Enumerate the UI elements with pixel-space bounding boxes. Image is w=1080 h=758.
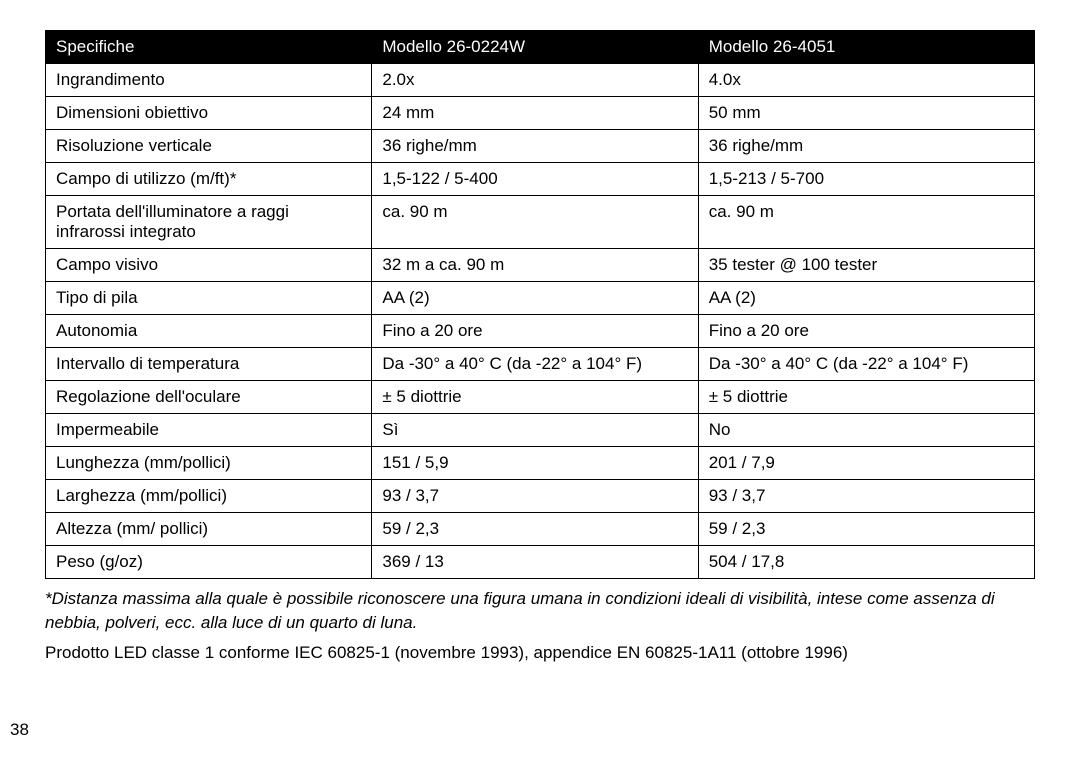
spec-value-cell: 201 / 7,9 (698, 447, 1034, 480)
spec-label-cell: Autonomia (46, 315, 372, 348)
spec-value-cell: 1,5-122 / 5-400 (372, 163, 698, 196)
table-row: Lunghezza (mm/pollici)151 / 5,9201 / 7,9 (46, 447, 1035, 480)
spec-value-cell: ca. 90 m (372, 196, 698, 249)
spec-value-cell: AA (2) (698, 282, 1034, 315)
header-specifiche: Specifiche (46, 31, 372, 64)
spec-value-cell: 32 m a ca. 90 m (372, 249, 698, 282)
spec-value-cell: 35 tester @ 100 tester (698, 249, 1034, 282)
spec-label-cell: Risoluzione verticale (46, 130, 372, 163)
table-row: Peso (g/oz)369 / 13504 / 17,8 (46, 546, 1035, 579)
spec-label-cell: Intervallo di temperatura (46, 348, 372, 381)
spec-value-cell: 369 / 13 (372, 546, 698, 579)
table-row: Intervallo di temperaturaDa -30° a 40° C… (46, 348, 1035, 381)
table-row: Altezza (mm/ pollici)59 / 2,359 / 2,3 (46, 513, 1035, 546)
spec-value-cell: Da -30° a 40° C (da -22° a 104° F) (698, 348, 1034, 381)
spec-value-cell: AA (2) (372, 282, 698, 315)
spec-label-cell: Regolazione dell'oculare (46, 381, 372, 414)
table-row: Campo visivo32 m a ca. 90 m35 tester @ 1… (46, 249, 1035, 282)
header-model-1: Modello 26-0224W (372, 31, 698, 64)
spec-value-cell: 2.0x (372, 64, 698, 97)
spec-label-cell: Altezza (mm/ pollici) (46, 513, 372, 546)
table-row: Portata dell'illuminatore a raggi infrar… (46, 196, 1035, 249)
spec-value-cell: 93 / 3,7 (698, 480, 1034, 513)
spec-label-cell: Ingrandimento (46, 64, 372, 97)
specs-table: Specifiche Modello 26-0224W Modello 26-4… (45, 30, 1035, 579)
spec-value-cell: 59 / 2,3 (698, 513, 1034, 546)
table-body: Ingrandimento2.0x4.0xDimensioni obiettiv… (46, 64, 1035, 579)
spec-label-cell: Lunghezza (mm/pollici) (46, 447, 372, 480)
led-note: Prodotto LED classe 1 conforme IEC 60825… (45, 641, 1035, 665)
spec-value-cell: 50 mm (698, 97, 1034, 130)
table-row: Ingrandimento2.0x4.0x (46, 64, 1035, 97)
spec-label-cell: Larghezza (mm/pollici) (46, 480, 372, 513)
spec-value-cell: Fino a 20 ore (372, 315, 698, 348)
table-row: Risoluzione verticale36 righe/mm36 righe… (46, 130, 1035, 163)
spec-label-cell: Campo di utilizzo (m/ft)* (46, 163, 372, 196)
spec-value-cell: 36 righe/mm (698, 130, 1034, 163)
table-row: Regolazione dell'oculare± 5 diottrie± 5 … (46, 381, 1035, 414)
footnote-text: *Distanza massima alla quale è possibile… (45, 587, 1035, 635)
spec-label-cell: Dimensioni obiettivo (46, 97, 372, 130)
spec-value-cell: 151 / 5,9 (372, 447, 698, 480)
header-model-2: Modello 26-4051 (698, 31, 1034, 64)
spec-label-cell: Campo visivo (46, 249, 372, 282)
table-row: Tipo di pilaAA (2)AA (2) (46, 282, 1035, 315)
spec-value-cell: 4.0x (698, 64, 1034, 97)
spec-value-cell: Sì (372, 414, 698, 447)
table-row: Dimensioni obiettivo24 mm50 mm (46, 97, 1035, 130)
spec-label-cell: Impermeabile (46, 414, 372, 447)
spec-value-cell: ca. 90 m (698, 196, 1034, 249)
table-row: AutonomiaFino a 20 oreFino a 20 ore (46, 315, 1035, 348)
spec-value-cell: ± 5 diottrie (698, 381, 1034, 414)
spec-value-cell: ± 5 diottrie (372, 381, 698, 414)
spec-value-cell: 1,5-213 / 5-700 (698, 163, 1034, 196)
page-number: 38 (10, 720, 29, 740)
table-row: Larghezza (mm/pollici)93 / 3,793 / 3,7 (46, 480, 1035, 513)
spec-value-cell: Da -30° a 40° C (da -22° a 104° F) (372, 348, 698, 381)
table-header-row: Specifiche Modello 26-0224W Modello 26-4… (46, 31, 1035, 64)
spec-value-cell: 36 righe/mm (372, 130, 698, 163)
spec-value-cell: 504 / 17,8 (698, 546, 1034, 579)
spec-label-cell: Portata dell'illuminatore a raggi infrar… (46, 196, 372, 249)
spec-label-cell: Peso (g/oz) (46, 546, 372, 579)
table-row: ImpermeabileSìNo (46, 414, 1035, 447)
table-row: Campo di utilizzo (m/ft)*1,5-122 / 5-400… (46, 163, 1035, 196)
spec-value-cell: 24 mm (372, 97, 698, 130)
spec-value-cell: Fino a 20 ore (698, 315, 1034, 348)
spec-value-cell: 59 / 2,3 (372, 513, 698, 546)
spec-value-cell: 93 / 3,7 (372, 480, 698, 513)
page-content: Specifiche Modello 26-0224W Modello 26-4… (0, 0, 1080, 664)
spec-value-cell: No (698, 414, 1034, 447)
spec-label-cell: Tipo di pila (46, 282, 372, 315)
